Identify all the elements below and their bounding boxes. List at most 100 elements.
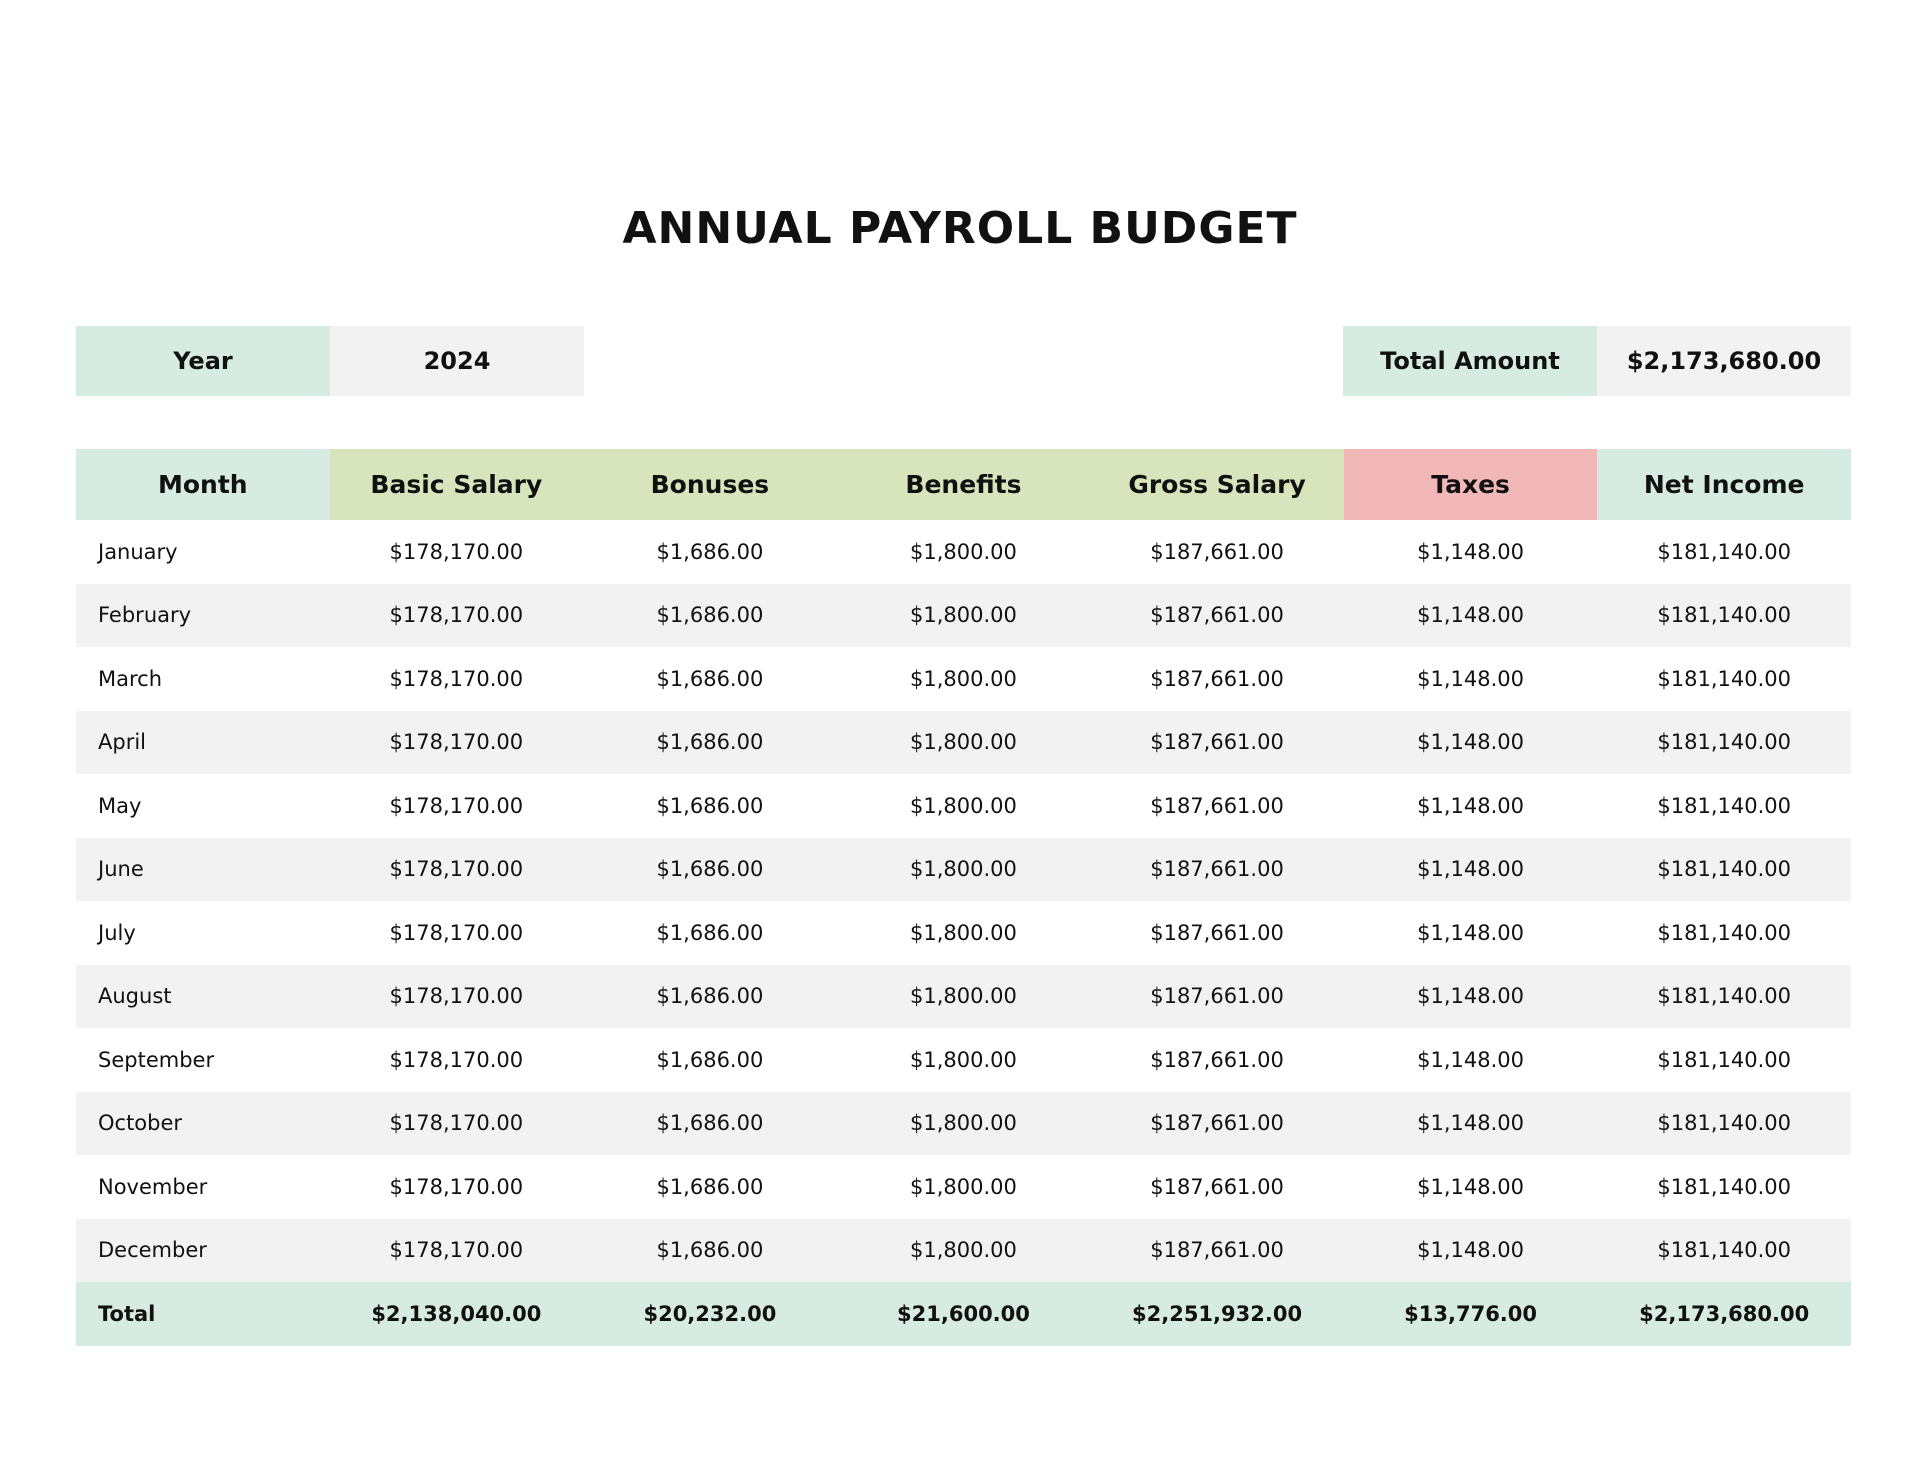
total-label: Total — [76, 1282, 330, 1346]
cell: $1,686.00 — [583, 1091, 837, 1155]
cell: $178,170.00 — [329, 1218, 584, 1282]
table-row: August $178,170.00 $1,686.00 $1,800.00 $187,… — [76, 964, 1851, 1028]
month-cell: November — [98, 1174, 208, 1199]
cell: $1,800.00 — [910, 666, 1017, 691]
cell: $181,140.00 — [1597, 964, 1851, 1028]
cell: $178,170.00 — [389, 1047, 524, 1072]
cell: $178,170.00 — [389, 793, 524, 818]
table-row: November $178,170.00 $1,686.00 $1,800.00 $18… — [76, 1155, 1851, 1219]
month-cell: March — [98, 666, 163, 691]
cell: $187,661.00 — [1150, 666, 1284, 691]
cell: $181,140.00 — [1597, 837, 1851, 901]
month-cell: May — [98, 793, 142, 818]
table-row: May $178,170.00 $1,686.00 $1,800.00 $187,661… — [76, 774, 1851, 838]
cell: $1,800.00 — [836, 583, 1091, 647]
cell: $1,800.00 — [836, 837, 1091, 901]
column-header: Month — [76, 449, 330, 520]
table-row: October $178,170.00 $1,686.00 $1,800.00 $187… — [76, 1091, 1851, 1155]
cell: $1,686.00 — [583, 710, 837, 774]
cell: $187,661.00 — [1090, 583, 1344, 647]
cell: $1,148.00 — [1343, 837, 1598, 901]
table-row: April $178,170.00 $1,686.00 $1,800.00 $187,6… — [76, 710, 1851, 774]
cell: $181,140.00 — [1657, 1047, 1791, 1072]
cell: $178,170.00 — [389, 920, 524, 945]
cell: $181,140.00 — [1657, 920, 1791, 945]
cell: $1,686.00 — [656, 793, 764, 818]
month-cell: September — [98, 1047, 215, 1072]
total-cell: $2,173,680.00 — [1597, 1282, 1851, 1346]
cell: $1,148.00 — [1343, 583, 1598, 647]
cell: $1,800.00 — [836, 1091, 1091, 1155]
cell: $181,140.00 — [1597, 583, 1851, 647]
cell: $1,800.00 — [910, 1047, 1017, 1072]
cell: $1,148.00 — [1343, 964, 1598, 1028]
column-header: Taxes — [1343, 449, 1598, 520]
month-cell: December — [76, 1218, 330, 1282]
cell: $1,148.00 — [1343, 1091, 1598, 1155]
cell: $1,148.00 — [1417, 920, 1525, 945]
cell: $178,170.00 — [389, 1174, 524, 1199]
total-cell: $20,232.00 — [583, 1282, 837, 1346]
cell: $187,661.00 — [1090, 837, 1344, 901]
cell: $1,686.00 — [583, 837, 837, 901]
total-value: $2,173,680.00 — [1597, 326, 1851, 396]
year-value: 2024 — [330, 326, 584, 396]
cell: $1,800.00 — [836, 710, 1091, 774]
cell: $1,148.00 — [1417, 1174, 1525, 1199]
month-cell: August — [76, 964, 330, 1028]
cell: $187,661.00 — [1090, 1218, 1344, 1282]
table-row: December $178,170.00 $1,686.00 $1,800.00 $18… — [76, 1218, 1851, 1282]
cell: $1,800.00 — [836, 964, 1091, 1028]
total-cell: $13,776.00 — [1343, 1282, 1598, 1346]
column-header: Basic Salary — [329, 449, 584, 520]
total-row: Total $2,138,040.00 $20,232.00 $21,600.00 $2… — [76, 1282, 1851, 1346]
cell: $1,686.00 — [656, 1174, 764, 1199]
month-cell: April — [76, 710, 330, 774]
cell: $181,140.00 — [1597, 710, 1851, 774]
cell: $178,170.00 — [329, 837, 584, 901]
cell: $1,148.00 — [1417, 1047, 1525, 1072]
cell: $1,148.00 — [1417, 666, 1525, 691]
cell: $178,170.00 — [329, 964, 584, 1028]
year-label: Year — [76, 326, 330, 396]
column-header: Bonuses — [583, 449, 837, 520]
total-cell: $21,600.00 — [836, 1282, 1091, 1346]
cell: $187,661.00 — [1090, 710, 1344, 774]
table-row: July $178,170.00 $1,686.00 $1,800.00 $187,66… — [76, 901, 1851, 965]
table-row: September $178,170.00 $1,686.00 $1,800.00 $1… — [76, 1028, 1851, 1092]
cell: $181,140.00 — [1657, 666, 1791, 691]
cell: $1,148.00 — [1417, 793, 1525, 818]
cell: $187,661.00 — [1090, 964, 1344, 1028]
cell: $1,800.00 — [836, 1218, 1091, 1282]
cell: $1,148.00 — [1417, 539, 1525, 564]
cell: $178,170.00 — [389, 539, 524, 564]
column-header: Gross Salary — [1090, 449, 1344, 520]
column-header: Net Income — [1597, 449, 1851, 520]
cell: $1,686.00 — [583, 964, 837, 1028]
cell: $1,686.00 — [656, 666, 764, 691]
cell: $1,148.00 — [1343, 1218, 1598, 1282]
month-cell: June — [76, 837, 330, 901]
month-cell: February — [76, 583, 330, 647]
cell: $181,140.00 — [1657, 1174, 1791, 1199]
cell: $1,800.00 — [910, 793, 1017, 818]
total-cell: $2,138,040.00 — [329, 1282, 584, 1346]
cell: $187,661.00 — [1150, 920, 1284, 945]
cell: $181,140.00 — [1597, 1091, 1851, 1155]
cell: $1,686.00 — [656, 920, 764, 945]
cell: $181,140.00 — [1657, 539, 1791, 564]
month-cell: October — [76, 1091, 330, 1155]
cell: $187,661.00 — [1150, 1174, 1284, 1199]
column-header: Benefits — [836, 449, 1091, 520]
cell: $187,661.00 — [1150, 539, 1284, 564]
total-label: Total Amount — [1343, 326, 1597, 396]
cell: $187,661.00 — [1150, 793, 1284, 818]
cell: $1,800.00 — [910, 539, 1017, 564]
table-row: March $178,170.00 $1,686.00 $1,800.00 $187,6… — [76, 647, 1851, 711]
cell: $1,800.00 — [910, 920, 1017, 945]
cell: $1,686.00 — [583, 583, 837, 647]
month-cell: July — [98, 920, 136, 945]
table-row: June $178,170.00 $1,686.00 $1,800.00 $187,66… — [76, 837, 1851, 901]
total-cell: $2,251,932.00 — [1090, 1282, 1344, 1346]
